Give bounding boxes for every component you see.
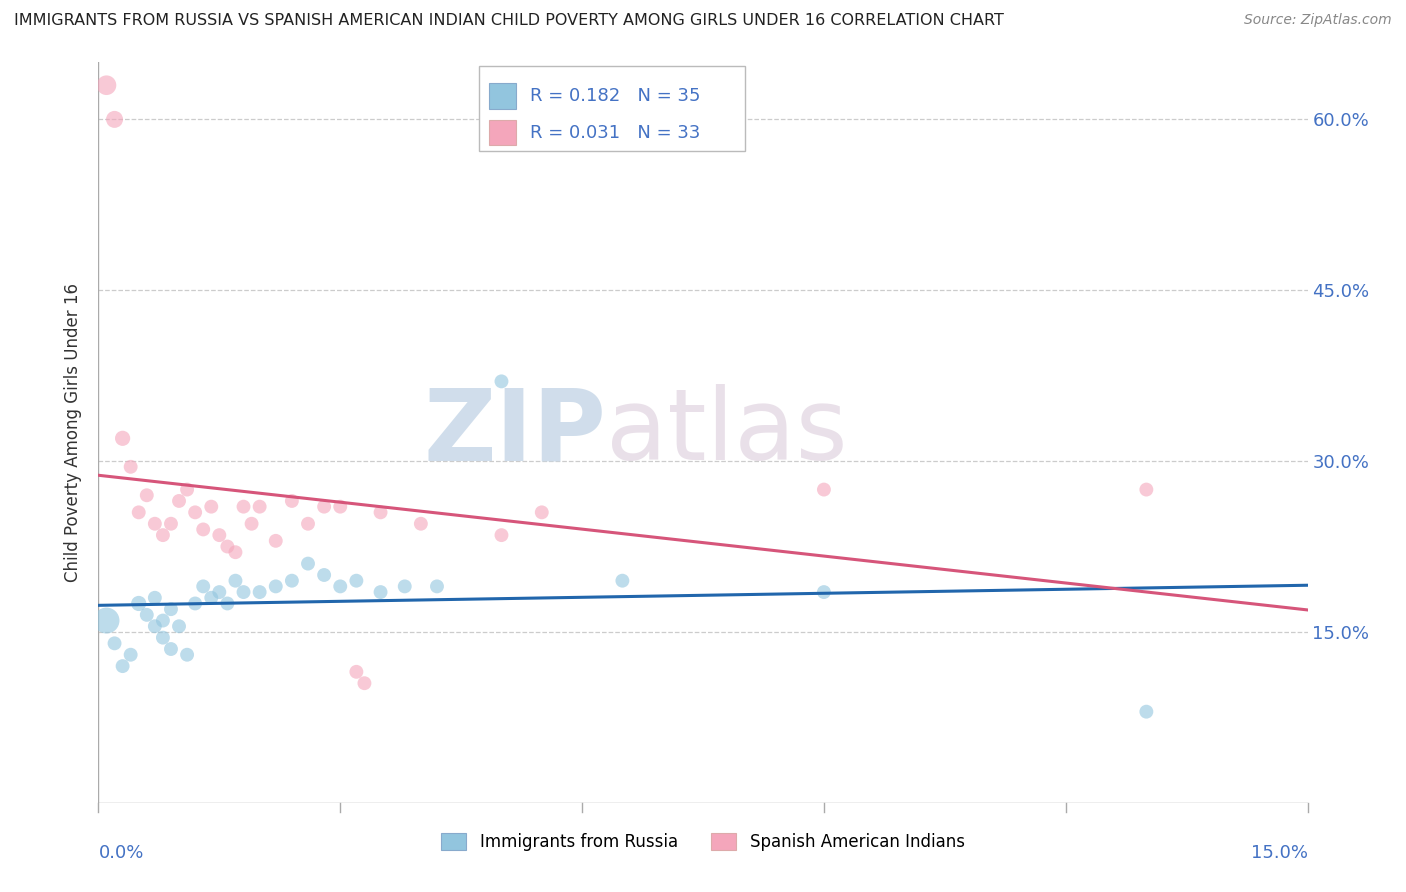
Point (120, 648, 142, 662)
Point (208, 585, 231, 599)
Point (135, 488, 157, 502)
Point (200, 500, 222, 514)
Point (128, 597, 150, 611)
Point (813, 585, 835, 599)
Point (281, 574, 304, 588)
Point (353, 676, 375, 690)
Point (1135, 483, 1157, 497)
Point (224, 574, 246, 588)
FancyBboxPatch shape (479, 66, 745, 152)
Text: 0.0%: 0.0% (98, 844, 143, 862)
Point (167, 494, 190, 508)
Point (491, 528, 513, 542)
Point (96, 78, 118, 93)
Point (264, 533, 287, 548)
Point (152, 631, 174, 645)
Text: R = 0.182   N = 35: R = 0.182 N = 35 (530, 87, 700, 105)
Text: R = 0.031   N = 33: R = 0.031 N = 33 (530, 123, 700, 142)
Text: 15.0%: 15.0% (1250, 844, 1308, 862)
Point (491, 375, 513, 389)
Point (813, 483, 835, 497)
Point (409, 516, 432, 531)
Point (184, 597, 207, 611)
Point (530, 505, 553, 519)
Point (370, 585, 392, 599)
Text: IMMIGRANTS FROM RUSSIA VS SPANISH AMERICAN INDIAN CHILD POVERTY AMONG GIRLS UNDE: IMMIGRANTS FROM RUSSIA VS SPANISH AMERIC… (14, 13, 1004, 29)
Point (160, 602, 183, 616)
Point (426, 579, 449, 593)
Point (184, 505, 207, 519)
Text: atlas: atlas (606, 384, 848, 481)
Point (297, 516, 319, 531)
Point (167, 619, 190, 633)
Point (96, 614, 118, 628)
Point (111, 659, 134, 673)
Point (314, 568, 336, 582)
Point (176, 483, 198, 497)
Point (297, 557, 319, 571)
Point (240, 516, 263, 531)
Point (160, 516, 183, 531)
Y-axis label: Child Poverty Among Girls Under 16: Child Poverty Among Girls Under 16 (65, 283, 83, 582)
Point (111, 431, 134, 445)
Point (249, 500, 271, 514)
Point (120, 459, 142, 474)
Point (281, 494, 304, 508)
Point (143, 516, 166, 531)
Point (143, 619, 166, 633)
Point (103, 636, 125, 650)
Point (217, 597, 239, 611)
Point (193, 579, 215, 593)
Point (249, 585, 271, 599)
Point (314, 500, 336, 514)
Text: ZIP: ZIP (423, 384, 606, 481)
Point (344, 665, 367, 679)
Point (329, 579, 352, 593)
Point (217, 540, 239, 554)
FancyBboxPatch shape (489, 120, 516, 145)
Point (344, 574, 367, 588)
FancyBboxPatch shape (489, 84, 516, 109)
Legend: Immigrants from Russia, Spanish American Indians: Immigrants from Russia, Spanish American… (434, 826, 972, 857)
Point (208, 528, 231, 542)
Point (152, 614, 174, 628)
Point (612, 574, 634, 588)
Text: Source: ZipAtlas.com: Source: ZipAtlas.com (1244, 13, 1392, 28)
Point (176, 648, 198, 662)
Point (264, 579, 287, 593)
Point (200, 591, 222, 605)
Point (193, 523, 215, 537)
Point (224, 545, 246, 559)
Point (1135, 705, 1157, 719)
Point (152, 528, 174, 542)
Point (160, 642, 183, 657)
Point (128, 505, 150, 519)
Point (232, 585, 254, 599)
Point (329, 500, 352, 514)
Point (103, 112, 125, 127)
Point (135, 607, 157, 622)
Point (394, 579, 416, 593)
Point (143, 591, 166, 605)
Point (232, 500, 254, 514)
Point (370, 505, 392, 519)
